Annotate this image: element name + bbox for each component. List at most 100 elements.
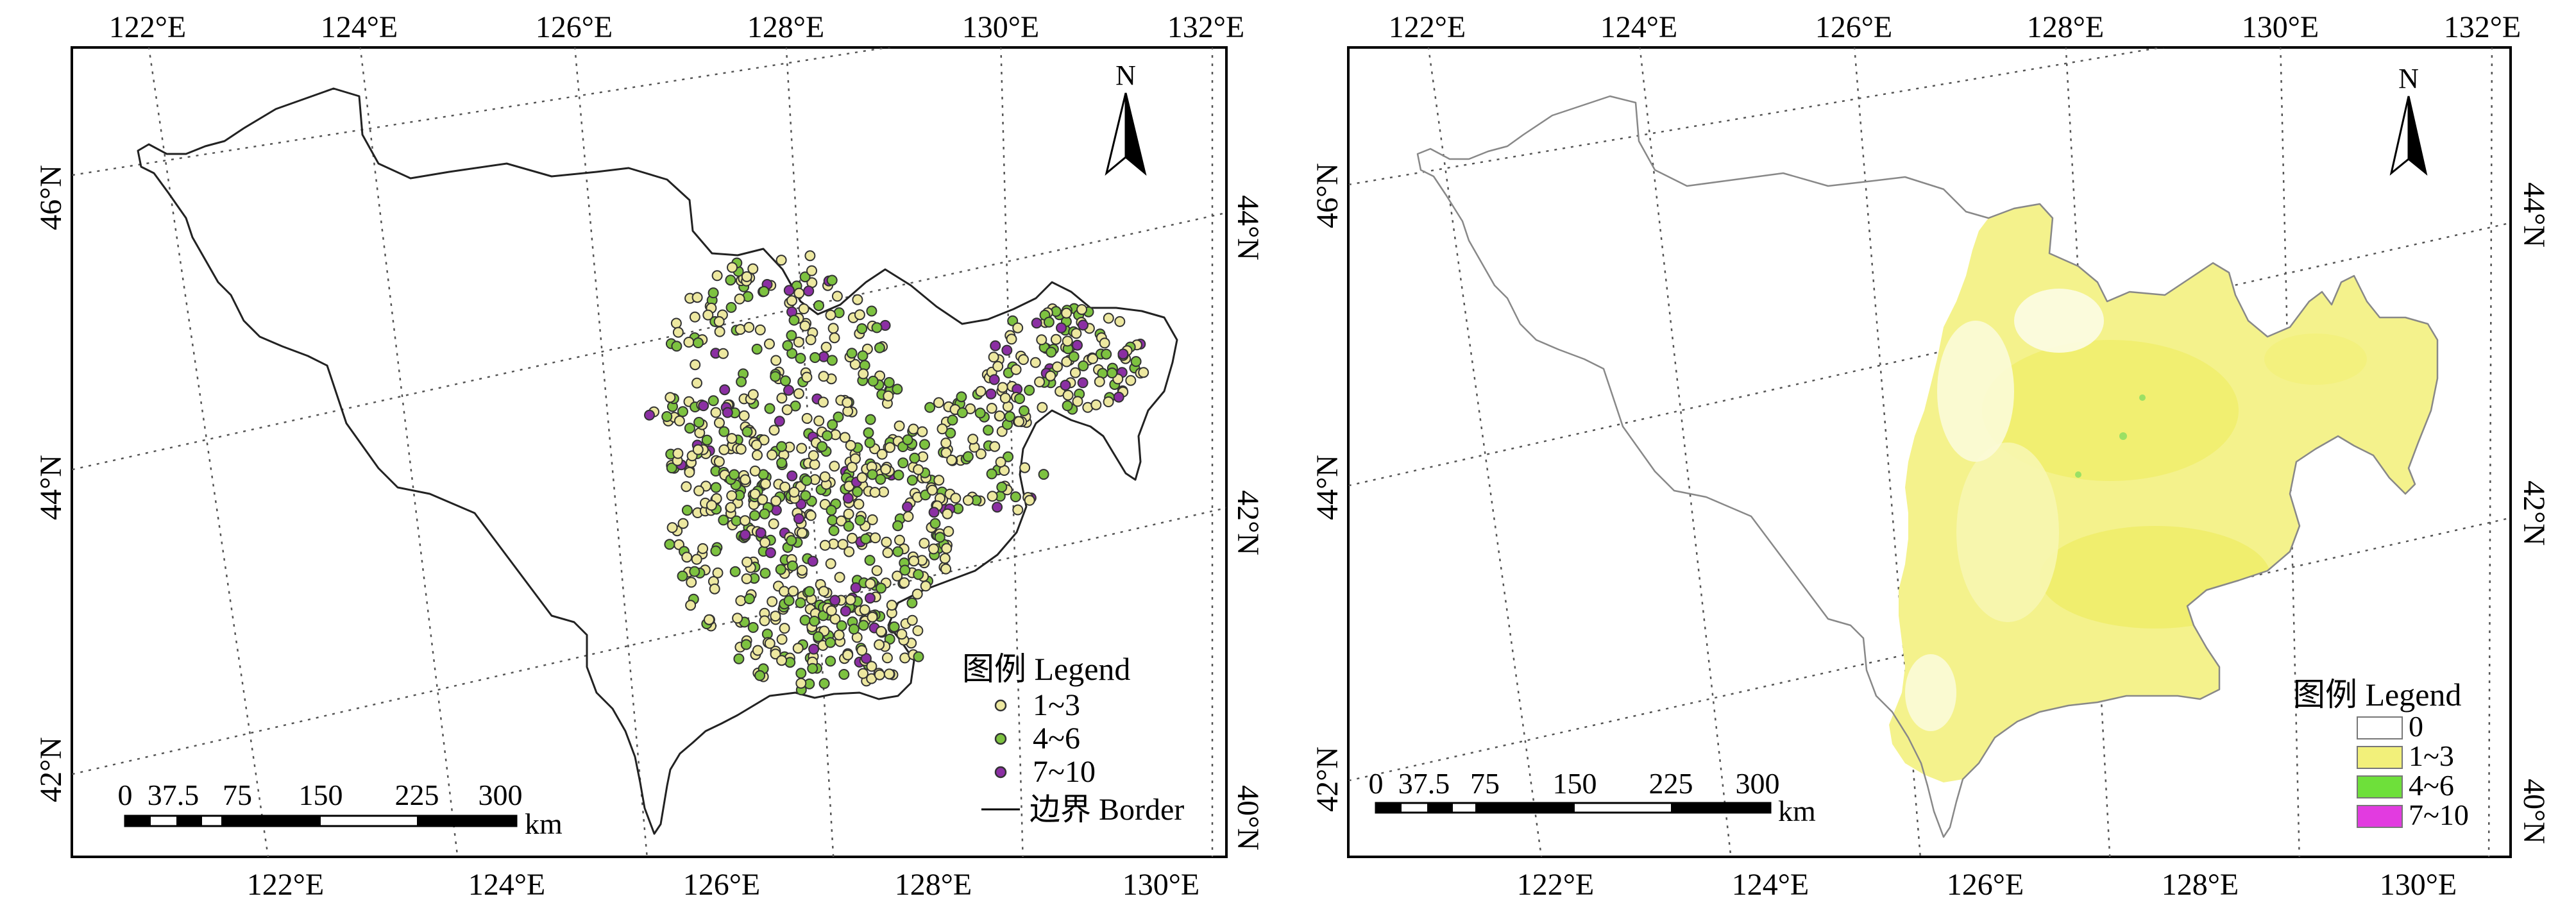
survey-point xyxy=(1036,334,1047,346)
survey-point xyxy=(759,615,770,627)
survey-point xyxy=(1024,385,1035,396)
survey-point xyxy=(947,414,958,426)
survey-point xyxy=(876,582,886,594)
survey-point xyxy=(786,535,797,546)
survey-point xyxy=(803,285,815,297)
province-boundary xyxy=(137,87,1178,835)
survey-point xyxy=(1094,376,1105,387)
survey-point xyxy=(712,567,724,578)
survey-point xyxy=(1019,462,1031,473)
survey-point xyxy=(747,263,759,274)
scale-label-3: 150 xyxy=(299,779,343,811)
survey-point xyxy=(825,637,836,648)
survey-point xyxy=(684,466,695,478)
survey-point xyxy=(757,494,768,505)
survey-point xyxy=(809,459,820,470)
survey-point xyxy=(906,614,918,626)
survey-point xyxy=(809,352,821,363)
scale-label-4: 225 xyxy=(395,779,439,811)
survey-point xyxy=(827,514,838,526)
survey-point xyxy=(928,507,940,518)
survey-point xyxy=(718,426,730,437)
survey-point xyxy=(911,588,923,600)
survey-point xyxy=(795,677,807,689)
survey-point xyxy=(894,534,905,546)
survey-point xyxy=(797,527,808,539)
survey-point xyxy=(881,536,892,548)
survey-point xyxy=(783,385,794,396)
survey-point xyxy=(866,661,877,672)
survey-point xyxy=(1101,348,1112,360)
survey-point xyxy=(874,669,885,680)
survey-point xyxy=(962,451,974,462)
survey-point xyxy=(1019,405,1030,416)
survey-point xyxy=(842,397,853,409)
survey-point xyxy=(819,471,831,482)
scale-label-0: 0 xyxy=(118,779,133,811)
survey-point xyxy=(752,645,763,656)
legend-swatch-4-6 xyxy=(2357,775,2403,798)
survey-point xyxy=(892,384,903,395)
survey-point xyxy=(681,481,692,493)
survey-point xyxy=(776,634,788,645)
survey-point xyxy=(776,655,788,666)
survey-point xyxy=(865,593,876,604)
survey-point xyxy=(804,586,815,597)
survey-point xyxy=(865,414,876,425)
top-tick-128: 128°E xyxy=(747,10,825,44)
survey-point xyxy=(892,570,903,582)
survey-point xyxy=(729,469,740,480)
survey-point xyxy=(704,614,715,625)
top-tick-122: 122°E xyxy=(109,10,187,44)
survey-point xyxy=(854,514,866,526)
survey-point xyxy=(825,655,836,667)
survey-point xyxy=(825,309,836,321)
survey-point xyxy=(826,605,837,616)
survey-point xyxy=(713,456,725,468)
survey-point xyxy=(711,270,723,282)
bottom-tick-126: 126°E xyxy=(683,868,761,902)
survey-point xyxy=(689,311,700,323)
survey-point xyxy=(1103,312,1114,324)
survey-point xyxy=(719,384,731,396)
survey-point xyxy=(866,305,877,317)
top-tick-122: 122°E xyxy=(1389,10,1466,44)
survey-point xyxy=(793,388,804,400)
survey-point xyxy=(1113,391,1124,403)
survey-point xyxy=(883,390,894,401)
survey-point xyxy=(1004,411,1015,422)
survey-point xyxy=(740,639,752,650)
survey-point xyxy=(735,443,747,455)
survey-point xyxy=(1046,346,1057,358)
survey-point xyxy=(1138,367,1149,378)
survey-point xyxy=(690,359,701,371)
top-tick-130: 130°E xyxy=(2242,10,2319,44)
survey-point xyxy=(863,427,874,439)
survey-point xyxy=(986,403,997,414)
survey-point xyxy=(919,537,930,549)
survey-point xyxy=(722,407,733,418)
survey-point xyxy=(1078,319,1089,331)
scale-label-5: 300 xyxy=(1736,767,1780,800)
scale-label-2: 75 xyxy=(223,779,252,811)
survey-point xyxy=(749,488,761,500)
survey-point xyxy=(738,410,750,421)
left-map-panel: N 0 37.5 75 150 225 300 km 图例 Legend 1~3… xyxy=(0,0,1280,912)
survey-point xyxy=(992,360,1004,372)
survey-point xyxy=(859,604,870,616)
right-tick-42: 42°N xyxy=(2517,480,2551,546)
survey-point xyxy=(672,448,684,459)
north-arrow: N xyxy=(2389,63,2428,176)
survey-point xyxy=(897,457,909,469)
survey-point xyxy=(782,340,793,351)
survey-point xyxy=(893,469,904,481)
survey-point xyxy=(874,342,885,353)
survey-point xyxy=(826,505,837,516)
survey-point xyxy=(799,320,811,332)
survey-point xyxy=(902,511,914,522)
survey-point xyxy=(818,371,829,382)
survey-point xyxy=(1043,316,1055,328)
survey-point xyxy=(847,462,858,473)
survey-point xyxy=(939,553,951,564)
survey-point xyxy=(804,250,816,262)
